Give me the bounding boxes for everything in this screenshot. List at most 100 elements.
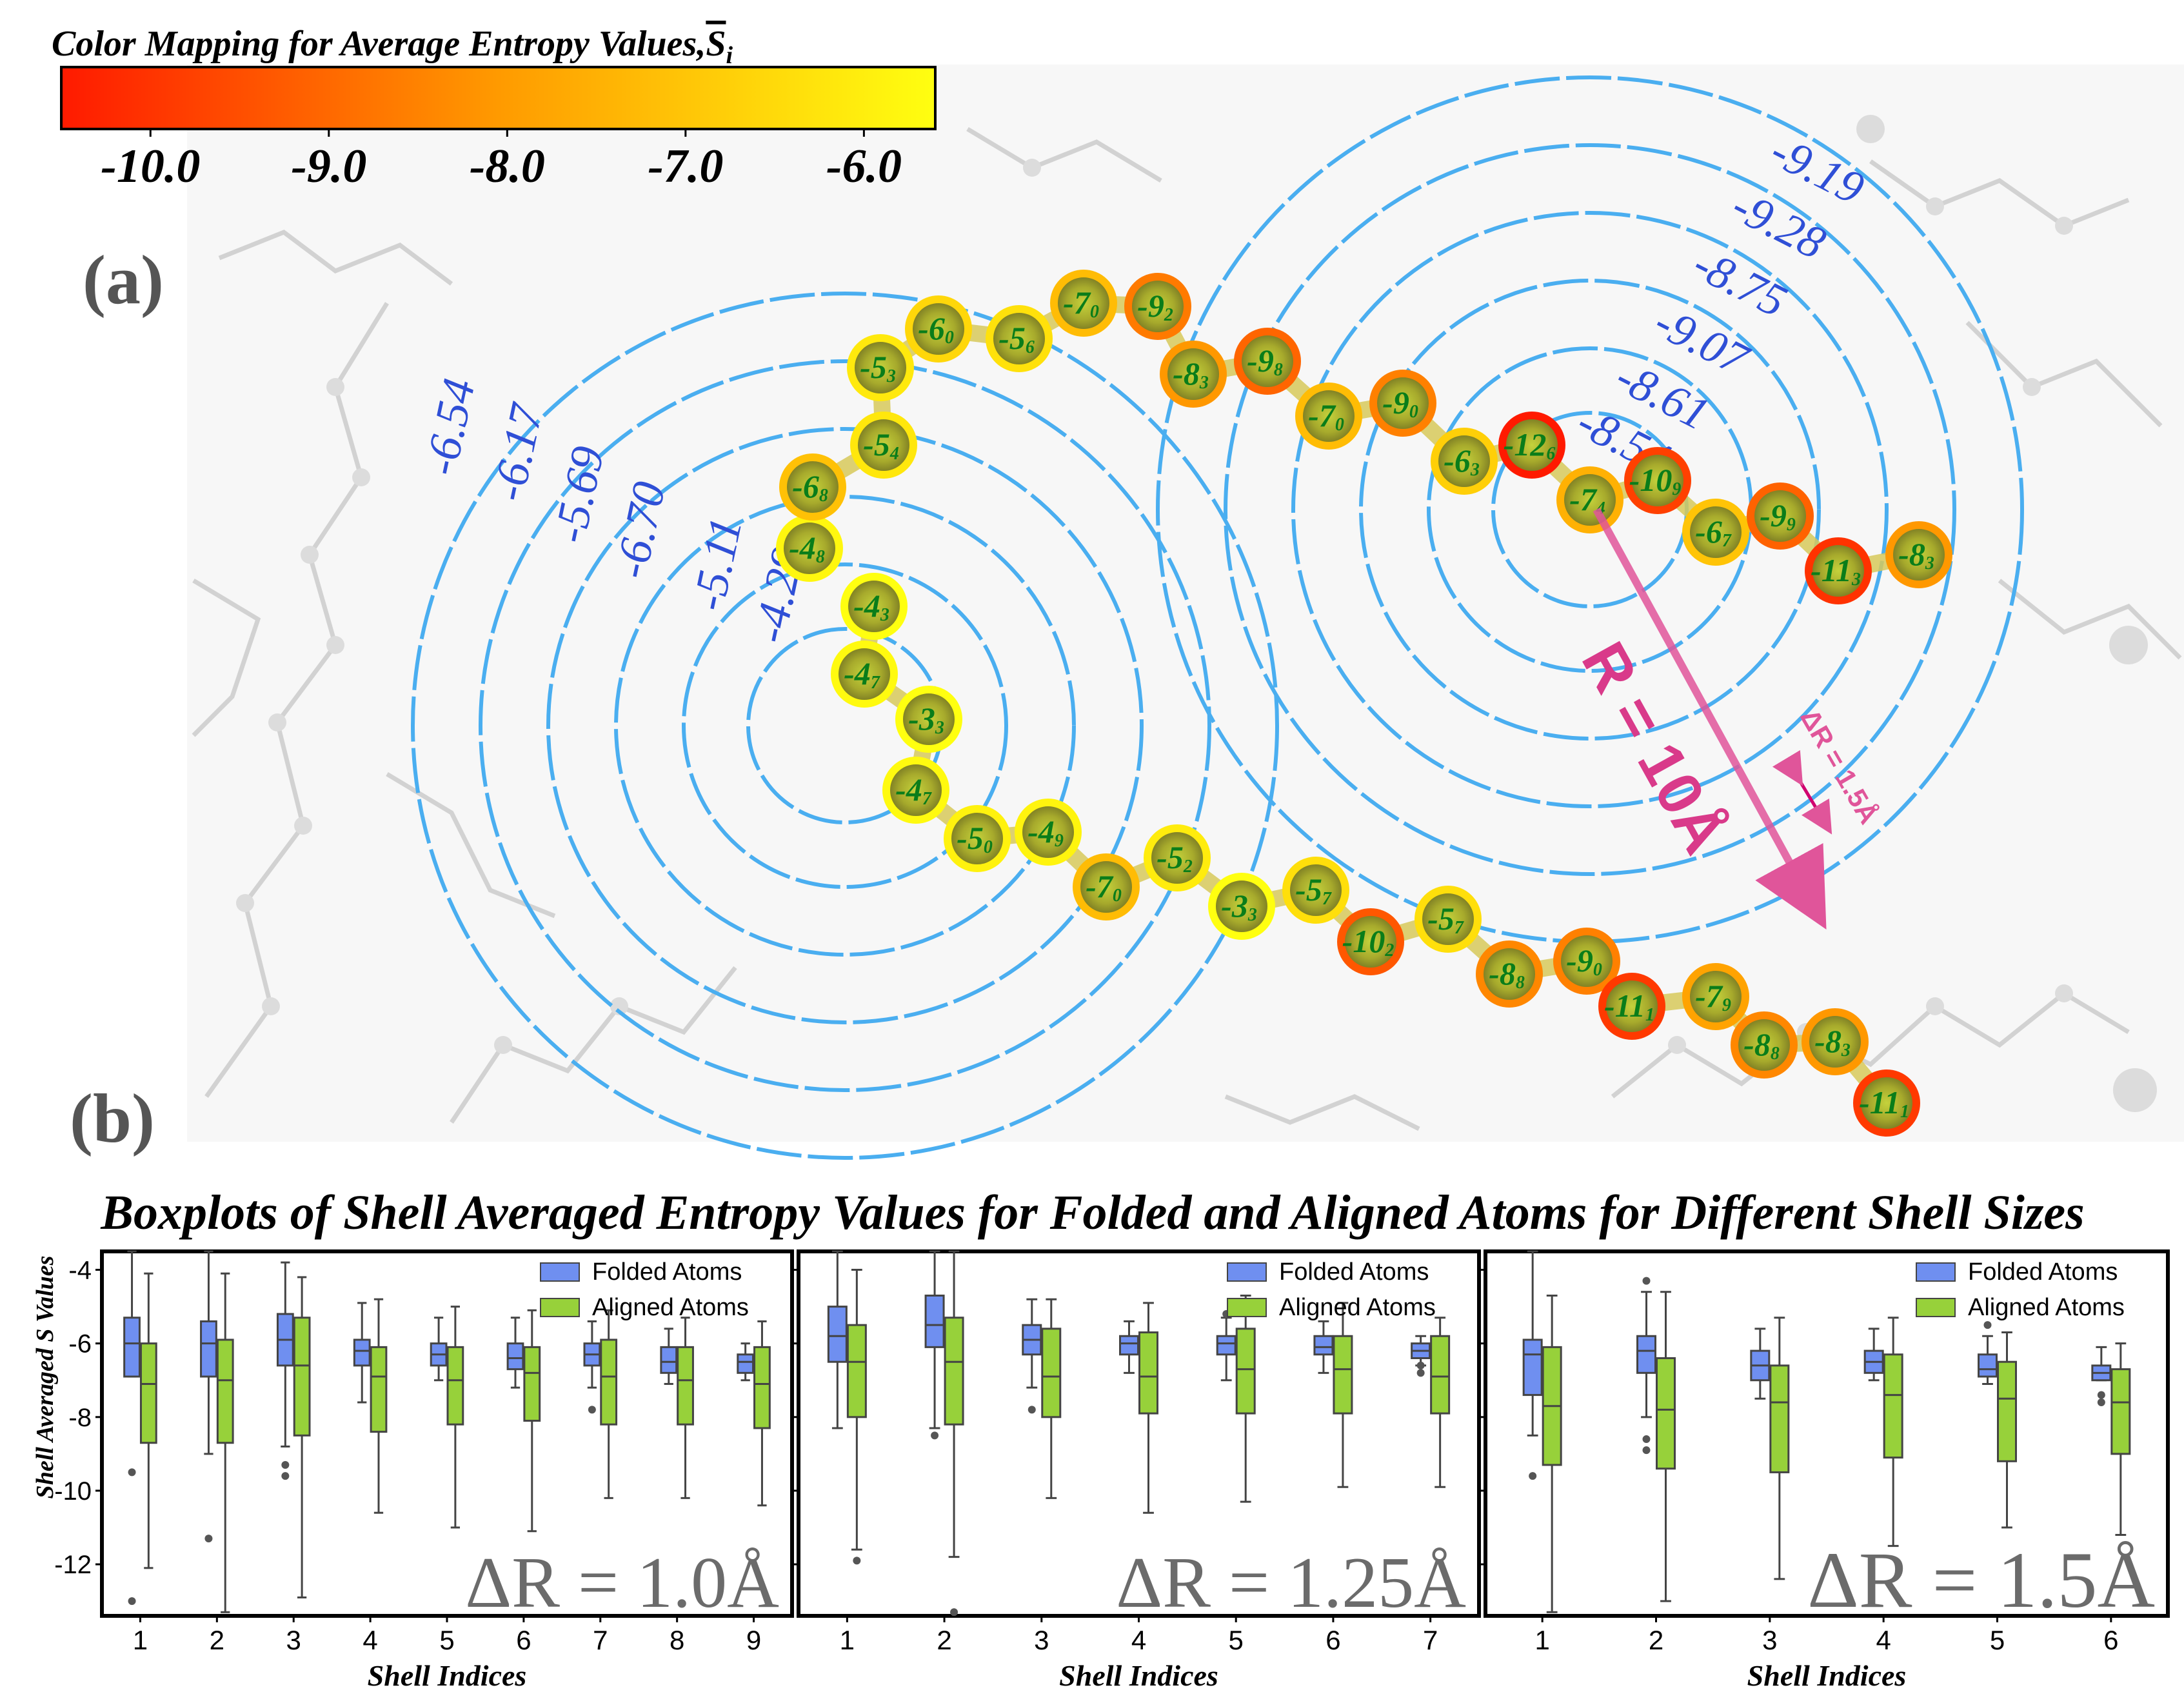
colorbar-symbol: S (706, 24, 726, 64)
aligned-box (1883, 1317, 1903, 1547)
folded_chain-atom-circle (1476, 940, 1543, 1008)
upper_chain-atom-circle (1556, 466, 1623, 533)
folded_chain-atom: -83 (1802, 1008, 1869, 1075)
x-tick-label: 2 (937, 1625, 951, 1655)
upper_chain-atom-value: -92 (1137, 288, 1173, 325)
folded-box (924, 1250, 945, 1440)
folded-box (123, 1250, 141, 1606)
x-tick-label: 7 (1423, 1625, 1438, 1655)
folded-box (827, 1250, 848, 1429)
box-iqr (216, 1338, 234, 1444)
boxplot-panel-3: 1 2 3 4 5 6 Folded Atoms Aligned Atoms ΔR = 1.5Å… (1479, 1249, 2170, 1692)
x-axis-label: Shell Indices (1747, 1659, 1907, 1692)
x-tick-label: 6 (1325, 1625, 1340, 1655)
left-shell-ring (614, 495, 1076, 957)
outlier-point (128, 1468, 136, 1477)
folded_chain-atom-value: -111 (1859, 1084, 1909, 1122)
delta-r-title: ΔR = 1.25Å (1116, 1543, 1466, 1623)
aligned-box (846, 1269, 867, 1565)
box-iqr (1522, 1338, 1543, 1397)
legend-label: Aligned Atoms (592, 1294, 749, 1321)
folded_chain-atom-circle (1731, 1011, 1798, 1079)
folded_chain-atom-circle (1144, 824, 1211, 891)
upper_chain-atom-circle (1747, 482, 1814, 550)
box-iqr (506, 1342, 524, 1371)
upper_chain-atom-value: -60 (918, 310, 954, 348)
outlier-point (281, 1461, 290, 1469)
x-tick-label: 8 (670, 1625, 684, 1655)
aligned-box (446, 1306, 464, 1529)
folded_chain-atom-value: -102 (1342, 923, 1395, 960)
x-tick-label: 6 (2103, 1625, 2118, 1655)
box-iqr (846, 1324, 867, 1418)
folded_chain-atom-circle (1682, 963, 1749, 1030)
upper_chain-atom-circle (1431, 428, 1498, 495)
x-tick-label: 3 (1762, 1625, 1777, 1655)
aligned-box (293, 1276, 311, 1598)
x-tick-label: 4 (1876, 1625, 1891, 1655)
colorbar-subscript: i (726, 42, 733, 69)
box-iqr (353, 1338, 371, 1367)
y-tick-label: -10 (54, 1477, 92, 1506)
legend: Folded Atoms Aligned Atoms (1227, 1258, 1436, 1321)
folded_chain-atom: -47 (882, 757, 949, 824)
folded_chain-atom-value: -111 (1604, 988, 1654, 1025)
y-tick-label: -8 (68, 1404, 92, 1432)
folded_chain-atom-value: -90 (1566, 942, 1602, 980)
boxplot-frame (797, 1249, 1481, 1618)
upper_chain-atom-circle (1295, 383, 1362, 450)
folded-box (1216, 1310, 1236, 1382)
aligned-box (370, 1298, 388, 1514)
folded_chain-atom: -52 (1144, 824, 1211, 891)
legend: Folded Atoms Aligned Atoms (1916, 1258, 2125, 1321)
folded_chain-atom: -70 (1073, 853, 1140, 920)
aligned-box (1542, 1294, 1562, 1613)
upper_chain-atom-value: -83 (1173, 355, 1209, 393)
box-iqr (1769, 1364, 1790, 1473)
folded_chain-atom-value: -88 (1743, 1026, 1780, 1064)
folded_chain-atom-value: -88 (1489, 955, 1525, 993)
delta-r-arrow (1772, 750, 1832, 835)
aligned-box (1430, 1317, 1451, 1488)
folded_chain-atom: -57 (1282, 857, 1349, 924)
aligned-box (216, 1272, 234, 1613)
panel-b-label: (b) (70, 1080, 155, 1157)
outlier-point (588, 1406, 596, 1414)
folded_chain-atom: -57 (1415, 886, 1482, 953)
delta-r-title: ΔR = 1.5Å (1807, 1536, 2155, 1624)
box-iqr (1138, 1331, 1158, 1415)
colorbar: Color Mapping for Average Entropy Values… (52, 24, 937, 193)
panel-a-background (187, 65, 2184, 1142)
folded_chain-atom-circle (1015, 799, 1082, 866)
folded_chain-atom-circle (1415, 886, 1482, 953)
folded_chain-atom: -49 (1015, 799, 1082, 866)
aligned-box (1997, 1331, 2017, 1529)
y-axis-label: Shell Averaged S Values (32, 1256, 59, 1499)
box-iqr (1235, 1328, 1256, 1415)
outlier-point (2097, 1391, 2105, 1399)
folded_chain-atom-circle (1553, 928, 1620, 995)
delta-r-title: ΔR = 1.0Å (465, 1543, 779, 1623)
legend-label: Aligned Atoms (1279, 1294, 1436, 1321)
x-tick-label: 7 (593, 1625, 608, 1655)
aligned-box (600, 1309, 618, 1499)
outlier-point (1983, 1321, 1992, 1329)
upper_chain-atom: -98 (1234, 328, 1301, 395)
folded_chain-atom-value: -47 (895, 771, 932, 809)
upper_chain-atom: -68 (779, 453, 846, 521)
upper_chain-atom-value: -83 (1898, 536, 1934, 573)
aligned-box (1041, 1298, 1062, 1499)
outlier-point (204, 1535, 213, 1543)
x-tick-label: 2 (210, 1625, 224, 1655)
folded-box (1750, 1328, 1771, 1400)
upper_chain-atom: -56 (986, 305, 1053, 372)
folded-box (583, 1320, 601, 1414)
left-shell-ring (682, 562, 1008, 889)
aligned-box (2110, 1342, 2131, 1536)
legend-swatch (1916, 1262, 1956, 1282)
aligned-box (1235, 1294, 1256, 1503)
box-iqr (123, 1317, 141, 1378)
folded_chain-atom: -88 (1731, 1011, 1798, 1079)
folded-box (1863, 1328, 1884, 1382)
upper_chain-atom: -74 (1556, 466, 1623, 533)
